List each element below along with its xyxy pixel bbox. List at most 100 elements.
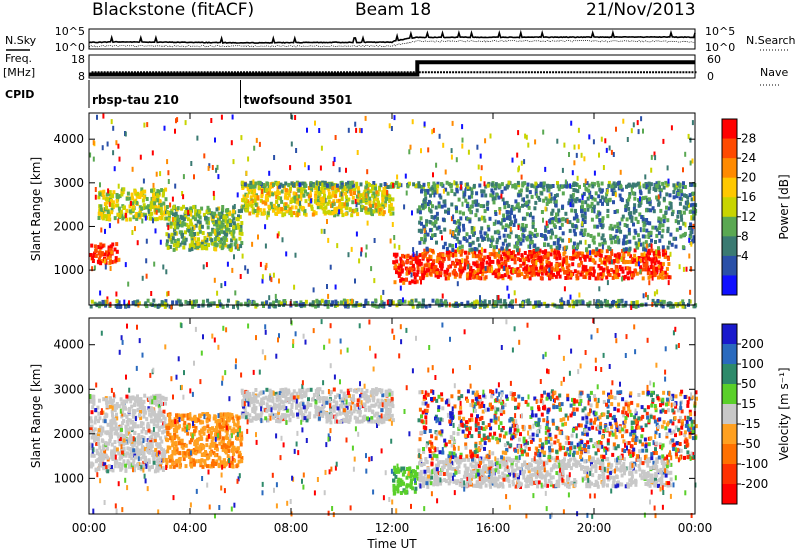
freq-point [273,71,276,74]
freq-point [579,71,582,74]
freq-point [236,71,239,74]
freq-point [452,71,455,74]
freq-point [146,71,149,74]
freq-point [600,71,603,74]
freq-point [94,71,97,74]
freq-point [443,71,446,74]
freq-point [361,71,364,74]
colorbar-frame [721,118,738,296]
freq-point [218,71,221,74]
freq-point [312,71,315,74]
colorbar-swatch [722,424,737,445]
freq-point [388,71,391,74]
freq-point [367,71,370,74]
freq-point [233,71,236,74]
freq-point [652,71,655,74]
colorbar-swatch [722,324,737,345]
freq-point [549,71,552,74]
freq-point [449,71,452,74]
freq-point [412,71,415,74]
freq-point [385,71,388,74]
freq-point [118,71,121,74]
freq-point [418,71,421,74]
noise-series-nsearch [88,40,696,48]
cpid-label: rbsp-tau 210 [92,93,179,107]
freq-point [103,71,106,74]
noise-frame [88,28,696,50]
xtick-label: 00:00 [72,521,107,535]
freq-point [352,71,355,74]
noise-panel: 10^5 10^0 10^5 10^0 [55,25,735,54]
freq-point [109,71,112,74]
freq-point [376,71,379,74]
freq-point [227,71,230,74]
freq-point [152,71,155,74]
freq-point [597,71,600,74]
freq-point [658,71,661,74]
freq-point [552,71,555,74]
freq-point [591,71,594,74]
freq-point [624,71,627,74]
date-label: 21/Nov/2013 [586,0,696,20]
colorbar-tick-label: 24 [741,151,756,165]
freq-point [370,71,373,74]
freq-point [127,71,130,74]
freq-point [136,71,139,74]
freq-point [497,71,500,74]
colorbar-swatch [722,119,737,140]
freq-point [555,71,558,74]
colorbar-swatch [722,275,737,296]
freq-point [564,71,567,74]
freq-point [649,71,652,74]
colorbar-frame [721,323,738,505]
freq-point [346,71,349,74]
freq-point [291,71,294,74]
freq-point [230,71,233,74]
freq-point [212,71,215,74]
xtick-label: 16:00 [476,521,511,535]
freq-point [530,71,533,74]
freq-point [430,71,433,74]
freq-point [249,71,252,74]
colorbar-swatch [722,384,737,405]
freq-point [503,71,506,74]
freq-point [518,71,521,74]
freq-point [627,71,630,74]
freq-point [694,71,697,74]
freq-point [615,71,618,74]
freq-point [315,71,318,74]
freq-point [673,71,676,74]
freq-point [294,71,297,74]
freq-point [664,71,667,74]
chart-title: Blackstone (fitACF) [92,0,255,20]
xtick-label: 04:00 [173,521,208,535]
freq-point [124,71,127,74]
freq-point [561,71,564,74]
freq-point [382,71,385,74]
freq-point [433,71,436,74]
freq-point [458,71,461,74]
freq-point [685,71,688,74]
cpid-panel: rbsp-tau 210 twofsound 3501 [88,80,352,108]
freq-point [373,71,376,74]
freq-point [318,71,321,74]
freq-point [488,71,491,74]
freq-point [618,71,621,74]
freq-point [588,71,591,74]
freq-point [464,71,467,74]
freq-point [288,71,291,74]
freq-point [306,71,309,74]
freq-point [161,71,164,74]
colorbar-tick-label: -100 [741,457,768,471]
colorbar-tick-label: -50 [741,437,761,451]
freq-point [255,71,258,74]
freq-point [224,71,227,74]
noise-ytick-top-right: 10^5 [705,25,735,38]
colorbar-tick-label: 200 [741,337,764,351]
freq-point [140,71,143,74]
freq-point [524,71,527,74]
colorbar-tick-label: 4 [741,249,749,263]
freq-point [506,71,509,74]
colorbar-swatch [722,484,737,505]
freq-point [409,71,412,74]
